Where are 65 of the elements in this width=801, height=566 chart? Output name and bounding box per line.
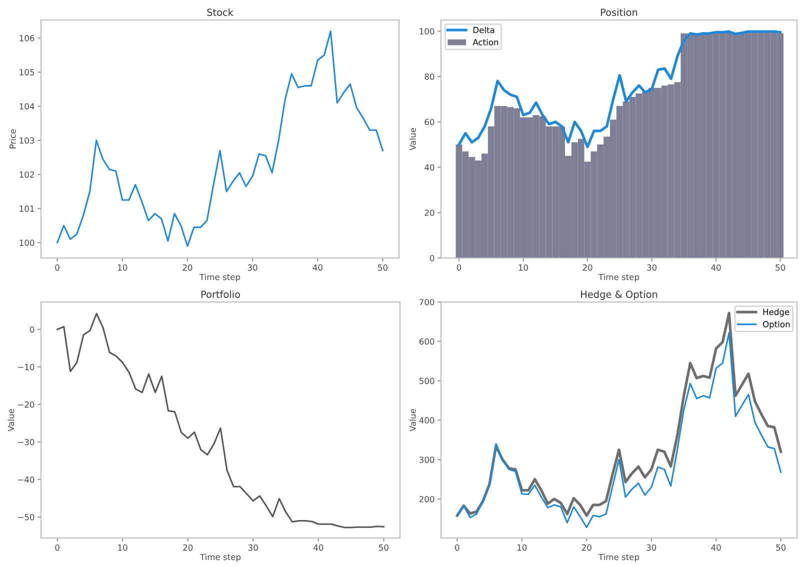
y-tick-label: 600	[419, 338, 434, 345]
x-tick-label: 40	[314, 544, 324, 551]
y-tick-label: 80	[424, 73, 434, 80]
x-tick-label: 30	[248, 544, 258, 551]
x-tick-label: 10	[118, 544, 128, 551]
y-tick-label: 0	[30, 326, 34, 333]
y-tick-label: 200	[419, 496, 434, 502]
legend-label: Delta	[473, 26, 494, 34]
y-tick-label: 105	[20, 69, 34, 76]
legend-label: Hedge	[763, 308, 790, 317]
y-tick-label: 102	[20, 171, 34, 178]
y-tick-label: 0	[430, 254, 434, 262]
y-tick-label: 104	[20, 103, 34, 110]
y-tick-label: −50	[18, 514, 34, 520]
y-tick-label: −20	[18, 401, 34, 408]
x-tick-label: 50	[378, 264, 388, 271]
y-axis-title: Price	[9, 129, 16, 148]
y-axis-title: Value	[409, 409, 416, 432]
y-tick-label: −40	[18, 476, 34, 483]
y-tick-label: 400	[419, 417, 434, 424]
x-tick-label: 0	[455, 544, 460, 551]
y-tick-label: 106	[20, 35, 34, 42]
x-axis-title: Time step	[200, 554, 241, 562]
chart-title: Portfolio	[201, 290, 240, 298]
x-axis-title: Time step	[199, 274, 240, 282]
x-tick-label: 0	[55, 544, 60, 551]
x-axis-title: Time step	[598, 554, 640, 562]
x-tick-label: 30	[646, 544, 656, 551]
x-tick-label: 30	[647, 264, 657, 271]
x-tick-label: 20	[582, 264, 592, 271]
chart-title: Position	[601, 8, 638, 16]
x-tick-label: 10	[118, 264, 128, 271]
x-tick-label: 40	[711, 544, 721, 551]
y-tick-label: 300	[419, 456, 434, 463]
x-tick-label: 40	[312, 264, 322, 271]
x-tick-label: 10	[518, 544, 527, 551]
y-tick-label: 40	[424, 164, 434, 171]
legend-label: Option	[762, 320, 790, 329]
x-tick-label: 40	[711, 264, 721, 271]
y-axis-title: Value	[8, 409, 14, 432]
chart-title: Hedge & Option	[581, 290, 658, 300]
y-tick-label: −30	[18, 438, 34, 446]
x-tick-label: 20	[582, 544, 592, 551]
y-tick-label: −10	[18, 364, 34, 370]
y-tick-label: 103	[20, 137, 34, 144]
x-tick-label: 50	[379, 544, 388, 551]
x-tick-label: 20	[182, 264, 192, 271]
y-tick-label: 20	[424, 210, 434, 216]
legend-label: Action	[472, 38, 498, 46]
y-tick-label: 100	[20, 240, 34, 246]
x-tick-label: 0	[456, 264, 462, 271]
y-tick-label: 500	[419, 378, 434, 384]
y-tick-label: 60	[424, 118, 434, 126]
x-tick-label: 20	[183, 544, 193, 551]
x-tick-label: 50	[776, 264, 786, 271]
y-tick-label: 700	[420, 298, 434, 306]
y-tick-label: 100	[420, 28, 434, 34]
x-tick-label: 30	[248, 264, 258, 271]
y-axis-title: Value	[409, 128, 416, 150]
y-tick-label: 101	[20, 206, 34, 212]
x-axis-title: Time step	[598, 274, 640, 282]
x-tick-label: 50	[776, 544, 786, 551]
chart-title: Stock	[207, 8, 234, 16]
x-tick-label: 0	[55, 264, 60, 271]
x-tick-label: 10	[518, 264, 528, 271]
